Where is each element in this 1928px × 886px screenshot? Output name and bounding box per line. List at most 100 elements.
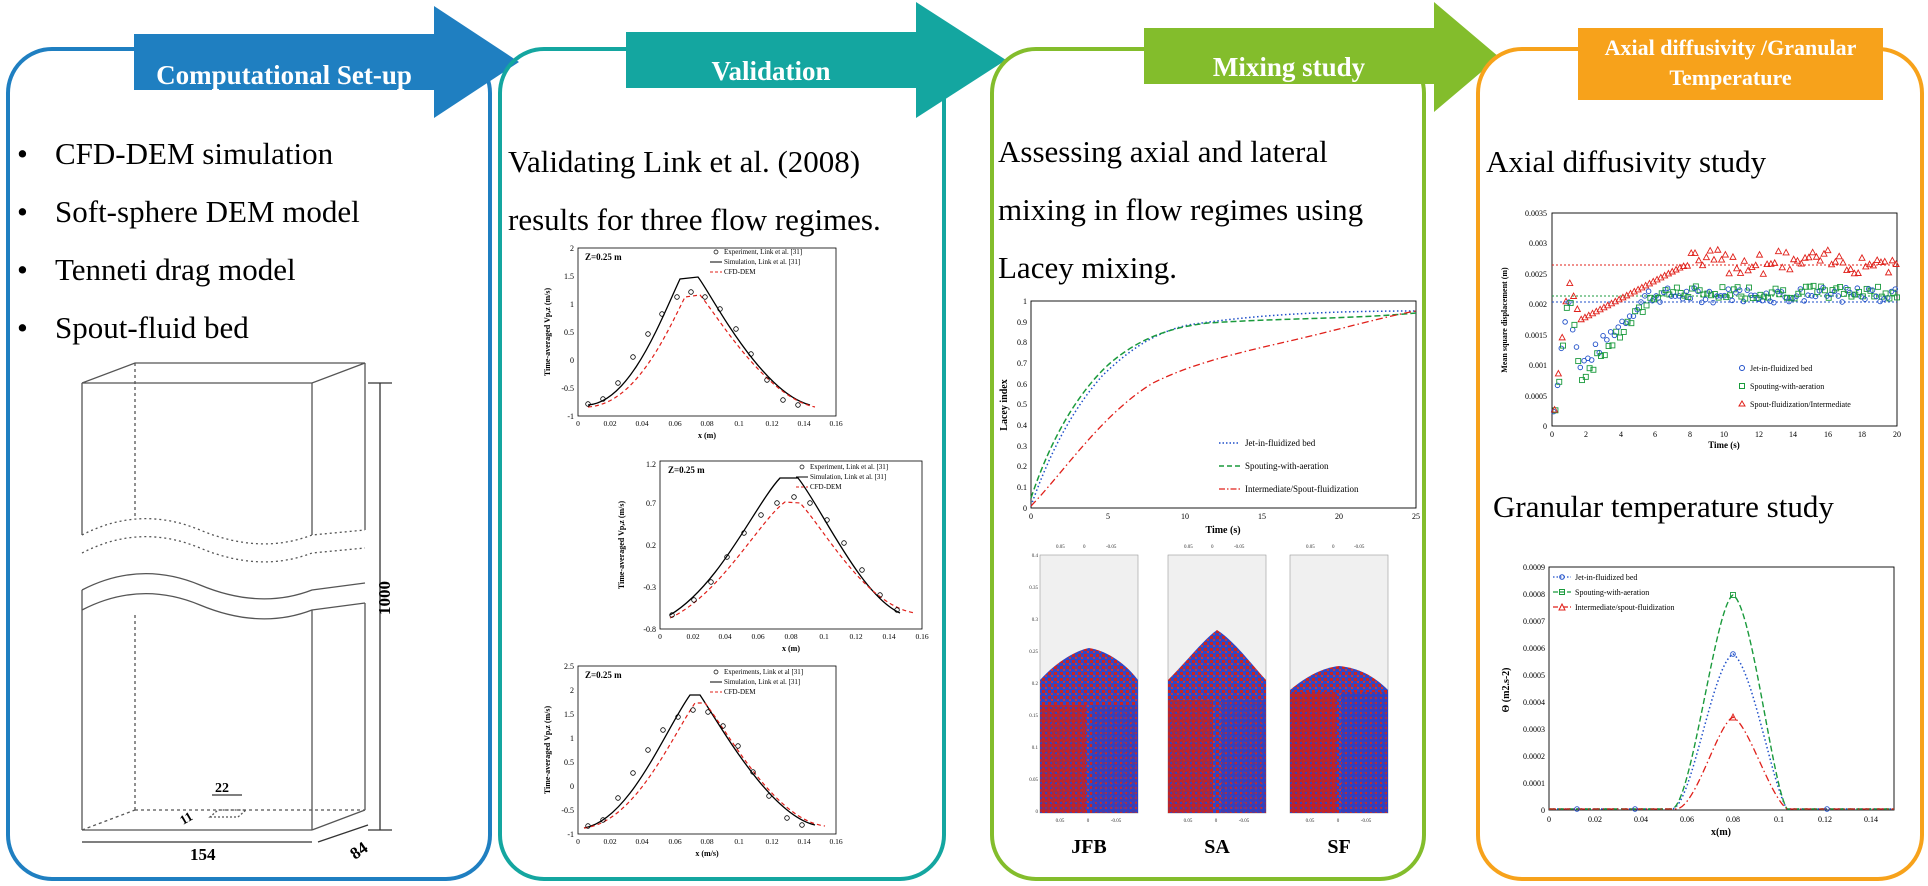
msd-point-jfb [1759,297,1766,304]
msd-point-sa [1787,294,1794,301]
svg-text:1: 1 [570,300,574,309]
msd-point-sf [1702,253,1711,261]
svg-text:0.0009: 0.0009 [1523,563,1545,572]
msd-point-sf [1683,261,1692,269]
svg-text:0.05: 0.05 [1306,819,1315,824]
svg-text:0: 0 [570,782,574,791]
msd-point-sa [1654,294,1661,301]
msd-point-sf [1736,269,1745,276]
msd-point-sf [1892,260,1900,267]
svg-text:0.02: 0.02 [1588,815,1602,824]
svg-text:0.02: 0.02 [686,632,699,641]
msd-point-jfb [1706,288,1713,295]
msd-point-sf [1789,255,1798,263]
msd-point-sa [1696,287,1703,294]
granular-temperature-title: Granular temperature study [1493,489,1834,524]
svg-text:0.12: 0.12 [765,419,778,428]
svg-text:x (m): x (m) [782,644,800,653]
svg-text:0.06: 0.06 [668,419,681,428]
svg-text:Time-averaged Vp,z (m/s): Time-averaged Vp,z (m/s) [543,705,552,794]
msd-point-sa [1886,295,1893,302]
msd-point-sa [1620,329,1627,335]
svg-text:-0.5: -0.5 [561,384,574,393]
svg-text:0: 0 [1337,819,1340,824]
svg-text:0.3: 0.3 [1017,442,1027,451]
msd-point-jfb [1740,298,1747,305]
msd-point-sf [1695,256,1703,264]
mixing-text: Assessing axial and lateral mixing in fl… [998,134,1364,285]
msd-point-sf [1729,252,1737,260]
svg-text:0.1: 0.1 [1017,483,1027,492]
svg-text:Time (s): Time (s) [1205,525,1240,536]
svg-text:0.05: 0.05 [1184,545,1193,550]
msd-point-jfb [1702,296,1709,303]
svg-text:0.1: 0.1 [1774,815,1784,824]
svg-text:0.05: 0.05 [1184,819,1193,824]
svg-text:0: 0 [576,837,580,846]
msd-point-jfb [1854,285,1861,291]
msd-point-jfb [1649,297,1656,304]
svg-text:8: 8 [1688,430,1692,439]
svg-text:0.14: 0.14 [797,837,810,846]
msd-point-jfb [1786,298,1792,305]
msd-point-jfb [1615,324,1621,330]
msd-point-sf [1740,256,1749,264]
msd-point-sf [1805,253,1813,261]
msd-point-sa [1579,377,1585,384]
svg-text:0.002: 0.002 [1529,300,1547,309]
msd-point-jfb [1691,285,1697,291]
msd-point-jfb [1683,288,1690,295]
msd-point-sa [1635,304,1642,311]
svg-text:Spouting-with-aeration: Spouting-with-aeration [1750,382,1824,391]
svg-text:Time-averaged Vp,z (m/s): Time-averaged Vp,z (m/s) [617,500,626,589]
granular-temperature-chart: 0 0.0001 0.0002 0.0003 0.0004 0.0005 0.0… [1501,563,1895,838]
msd-point-sf [1812,252,1821,260]
msd-point-jfb [1604,337,1610,343]
svg-text:0.4: 0.4 [1017,421,1027,430]
svg-text:x (m/s): x (m/s) [695,849,719,858]
msd-point-sa [1571,321,1578,328]
svg-text:-0.5: -0.5 [561,806,574,815]
msd-point-sa [1727,292,1733,299]
banner-validation: Validation [711,56,831,86]
svg-text:-1: -1 [567,830,574,839]
msd-point-sa [1837,284,1844,290]
svg-text:0: 0 [1215,819,1218,824]
msd-point-sf [1698,261,1707,269]
msd-point-jfb [1562,319,1568,325]
svg-text:Intermediate/spout-fluidizatio: Intermediate/spout-fluidization [1575,603,1675,612]
svg-text:Jet-in-fluidized bed: Jet-in-fluidized bed [1750,364,1812,373]
banner-computational-setup: Computational Set-up [156,60,412,90]
svg-text:15: 15 [1258,512,1266,521]
msd-point-jfb [1600,333,1606,339]
msd-point-sa [1810,282,1817,289]
svg-text:0.9: 0.9 [1017,318,1027,327]
svg-text:0.08: 0.08 [700,837,713,846]
msd-point-jfb [1577,364,1584,371]
label-jfb: JFB [1071,836,1107,858]
svg-text:0.0035: 0.0035 [1525,209,1547,218]
msd-point-jfb [1653,293,1659,299]
svg-text:0.08: 0.08 [1726,815,1740,824]
msd-point-sa [1556,378,1563,385]
svg-text:0.0003: 0.0003 [1523,725,1545,734]
msd-point-sf [1562,297,1570,305]
svg-text:0.06: 0.06 [751,632,764,641]
svg-text:CFD-DEM: CFD-DEM [810,483,842,491]
banner-arrow-validation [626,2,1006,118]
msd-point-sa [1563,304,1570,311]
svg-text:0.04: 0.04 [635,837,648,846]
msd-point-sa [1894,294,1900,301]
msd-point-sf [1873,256,1881,263]
svg-text:2.5: 2.5 [564,662,574,671]
svg-text:25: 25 [1412,512,1420,521]
msd-point-sf [1691,248,1699,256]
svg-text:0.0008: 0.0008 [1523,590,1545,599]
msd-point-sa [1863,285,1870,292]
msd-point-sf [1835,252,1843,260]
msd-point-jfb [1812,293,1819,300]
svg-text:1: 1 [570,734,574,743]
svg-text:Spouting-with-aeration: Spouting-with-aeration [1575,588,1649,597]
msd-point-sf [1778,263,1787,271]
msd-point-sf [1558,333,1566,341]
